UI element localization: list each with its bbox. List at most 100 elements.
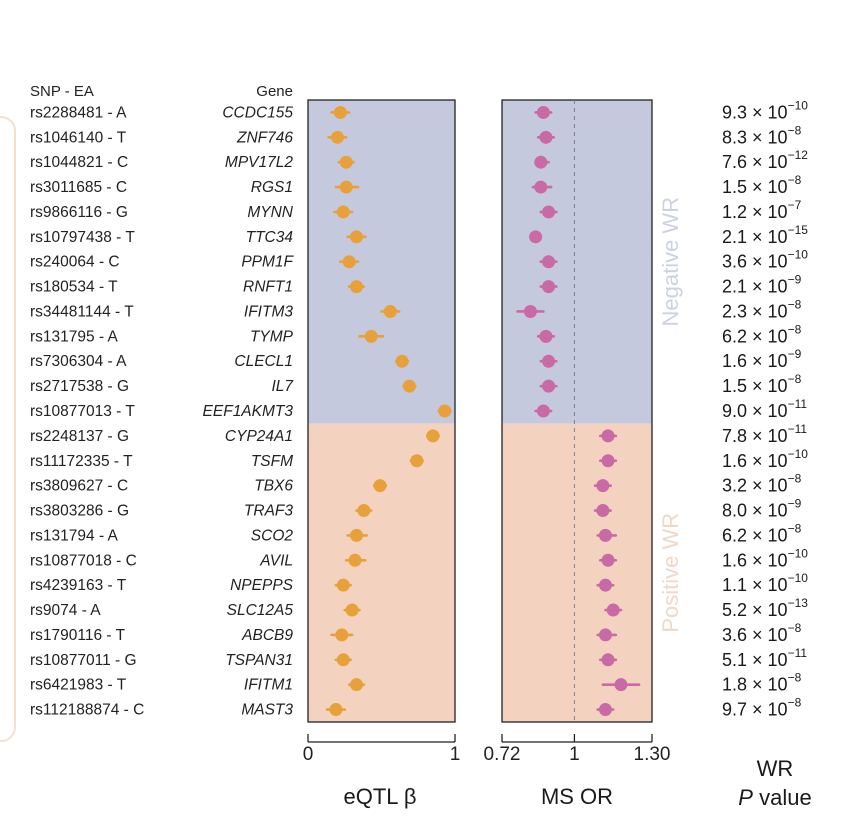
beta-point (330, 130, 344, 144)
p-exponent: −9 (788, 347, 802, 361)
or-point (529, 230, 543, 244)
gene-label: IFITM1 (244, 677, 293, 694)
wr-axis-title: WR (757, 756, 794, 781)
p-exponent: −10 (788, 98, 809, 112)
gene-label: SLC12A5 (227, 602, 294, 619)
wr-p-value: 8.3 × 10−8 (722, 123, 802, 147)
beta-point (339, 180, 353, 194)
beta-point (333, 105, 347, 119)
beta-point (350, 280, 364, 294)
p-mantissa: 7.6 × 10 (722, 152, 788, 172)
positive-wr-label: Positive WR (658, 513, 683, 633)
p-exponent: −8 (788, 297, 802, 311)
snp-label: rs10877013 - T (30, 403, 135, 420)
gene-label: IFITM3 (244, 303, 293, 320)
wr-p-value: 7.6 × 10−12 (722, 148, 808, 172)
p-mantissa: 2.3 × 10 (722, 301, 788, 321)
gene-label: SCO2 (251, 527, 294, 544)
or-point (601, 454, 615, 468)
snp-label: rs3803286 - G (30, 503, 129, 520)
wr-p-value: 9.0 × 10−11 (722, 397, 807, 421)
p-mantissa: 9.3 × 10 (722, 102, 788, 122)
p-mantissa: 2.1 × 10 (722, 277, 788, 297)
or-point (534, 155, 548, 169)
p-mantissa: 8.3 × 10 (722, 127, 788, 147)
snp-column-header: SNP - EA (30, 83, 94, 100)
snp-label: rs240064 - C (30, 254, 120, 271)
snp-label: rs34481144 - T (30, 303, 134, 320)
or-negative-region (502, 100, 652, 424)
or-point (542, 205, 556, 219)
beta-point (364, 329, 378, 343)
beta-point (373, 479, 387, 493)
p-exponent: −8 (788, 671, 802, 685)
snp-label: rs2717538 - G (30, 378, 129, 395)
or-point (606, 603, 620, 617)
p-exponent: −15 (788, 223, 809, 237)
wr-p-value: 1.5 × 10−8 (722, 372, 802, 396)
snp-label: rs3809627 - C (30, 478, 128, 495)
or-point (601, 429, 615, 443)
gene-label: MPV17L2 (225, 154, 293, 171)
wr-p-value: 9.3 × 10−10 (722, 98, 808, 122)
or-panel-frame (501, 99, 653, 723)
beta-point (350, 230, 364, 244)
wr-p-value: 2.1 × 10−9 (722, 273, 802, 297)
beta-positive-region (308, 423, 455, 722)
p-exponent: −11 (788, 646, 808, 660)
snp-label: rs1790116 - T (30, 627, 126, 644)
p-mantissa: 7.8 × 10 (722, 426, 788, 446)
wr-p-value: 1.1 × 10−10 (722, 571, 808, 595)
gene-label: PPM1F (241, 254, 294, 271)
or-positive-region (502, 423, 652, 722)
p-mantissa: 1.5 × 10 (722, 376, 788, 396)
gene-column-header: Gene (256, 83, 293, 100)
p-mantissa: 6.2 × 10 (722, 525, 788, 545)
snp-label: rs10877018 - C (30, 552, 137, 569)
p-exponent: −8 (788, 696, 802, 710)
or-point (598, 628, 612, 642)
snp-label: rs7306304 - A (30, 353, 127, 370)
or-point (542, 379, 556, 393)
snp-label: rs11172335 - T (30, 453, 133, 470)
or-axis-title: MS OR (541, 784, 613, 809)
snp-label: rs112188874 - C (30, 702, 144, 719)
beta-point (395, 354, 409, 368)
wr-p-value: 6.2 × 10−8 (722, 521, 802, 545)
or-point (598, 578, 612, 592)
or-point (539, 130, 553, 144)
snp-label: rs6421983 - T (30, 677, 127, 694)
snp-label: rs131795 - A (30, 328, 119, 345)
wr-p-value: 2.3 × 10−8 (722, 297, 802, 321)
beta-point (410, 454, 424, 468)
beta-point (336, 578, 350, 592)
beta-panel-frame (307, 99, 456, 723)
snp-label: rs10877011 - G (30, 652, 137, 669)
snp-label: rs9866116 - G (30, 204, 128, 221)
wr-p-value: 5.2 × 10−13 (722, 596, 808, 620)
or-point (596, 504, 610, 518)
p-exponent: −10 (788, 447, 809, 461)
or-point (542, 255, 556, 269)
beta-axis-title: eQTL β (344, 784, 417, 809)
gene-label: CCDC155 (222, 104, 293, 121)
gene-label: TBX6 (254, 478, 293, 495)
gene-label: IL7 (271, 378, 294, 395)
or-point (542, 280, 556, 294)
p-mantissa: 2.1 × 10 (722, 227, 788, 247)
gene-label: TRAF3 (244, 503, 293, 520)
p-mantissa: 1.6 × 10 (722, 550, 788, 570)
p-mantissa: 3.2 × 10 (722, 476, 788, 496)
or-point (542, 354, 556, 368)
p-mantissa: 8.0 × 10 (722, 501, 788, 521)
beta-point (336, 653, 350, 667)
gene-label: ZNF746 (236, 129, 293, 146)
or-tick-label: 1.30 (634, 744, 671, 765)
p-mantissa: 1.1 × 10 (722, 575, 788, 595)
p-exponent: −8 (788, 472, 802, 486)
beta-point (402, 379, 416, 393)
gene-label: AVIL (259, 552, 293, 569)
p-exponent: −13 (788, 596, 809, 610)
p-mantissa: 6.2 × 10 (722, 326, 788, 346)
or-point (539, 329, 553, 343)
